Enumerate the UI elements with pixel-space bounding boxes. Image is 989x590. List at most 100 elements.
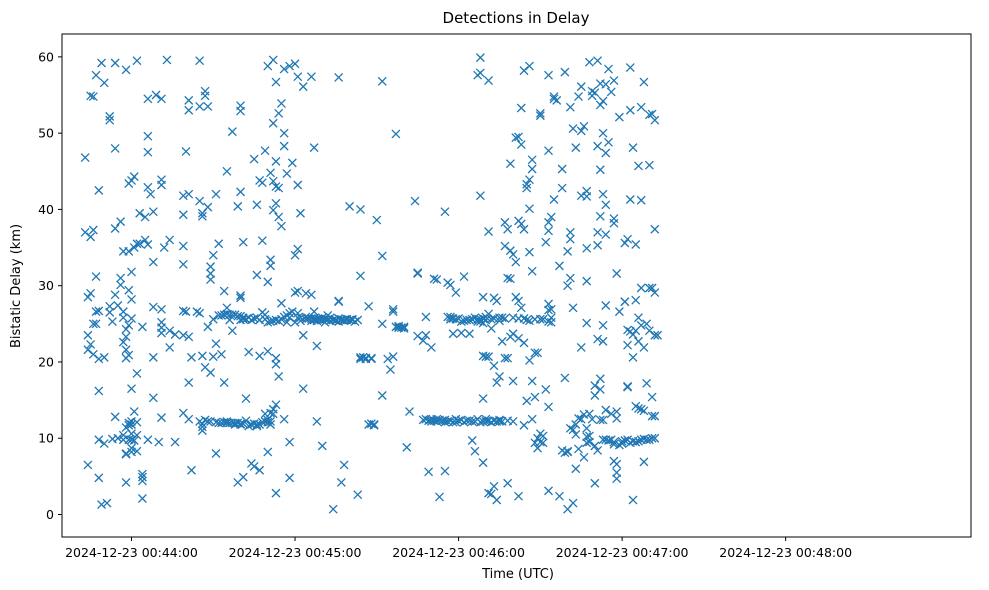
data-point — [298, 82, 308, 92]
data-point — [127, 314, 136, 323]
data-point — [178, 191, 188, 201]
x-axis-label: Time (UTC) — [481, 567, 554, 582]
data-point — [227, 127, 237, 137]
data-point — [372, 215, 382, 225]
data-point — [252, 421, 262, 431]
data-point — [116, 273, 126, 283]
data-point — [263, 447, 273, 457]
data-point — [214, 239, 224, 249]
data-point — [568, 124, 578, 134]
data-point — [317, 441, 327, 451]
data-point — [557, 183, 567, 193]
data-points — [80, 53, 663, 514]
data-point — [396, 323, 406, 333]
data-point — [184, 332, 194, 342]
data-point — [137, 494, 147, 503]
data-point — [459, 272, 469, 281]
data-point — [366, 353, 376, 363]
data-point — [598, 320, 608, 330]
data-point — [271, 77, 281, 87]
data-point — [451, 288, 461, 298]
data-point — [377, 76, 387, 86]
data-point — [197, 211, 207, 221]
data-point — [249, 154, 259, 164]
data-point — [268, 118, 278, 128]
data-point — [549, 92, 559, 102]
y-axis-ticks: 0 10 20 30 40 50 60 — [38, 49, 62, 522]
data-point — [200, 91, 210, 101]
data-point — [132, 430, 142, 440]
data-point — [86, 232, 96, 242]
data-point — [94, 386, 104, 396]
data-point — [249, 314, 259, 323]
data-point — [625, 63, 635, 73]
data-point — [527, 414, 537, 424]
data-point — [91, 319, 101, 329]
data-point — [568, 498, 578, 508]
data-point — [252, 270, 262, 280]
data-point — [99, 439, 109, 449]
data-point — [503, 353, 513, 363]
data-point — [650, 224, 660, 234]
data-point — [524, 355, 534, 365]
data-point — [274, 212, 284, 222]
data-point — [604, 137, 613, 147]
data-point — [574, 444, 583, 454]
data-point — [628, 495, 638, 505]
data-point — [129, 436, 139, 445]
data-point — [544, 217, 553, 227]
data-point — [470, 313, 480, 323]
data-point — [636, 102, 646, 112]
data-point — [549, 94, 559, 104]
data-point — [355, 204, 365, 214]
data-point — [565, 234, 575, 244]
data-point — [118, 313, 128, 323]
data-point — [500, 314, 510, 323]
data-point — [339, 460, 349, 470]
y-tick-label: 50 — [38, 126, 54, 141]
data-point — [647, 283, 657, 293]
data-point — [143, 131, 153, 141]
data-point — [590, 88, 600, 98]
data-point — [489, 361, 499, 371]
data-point — [440, 466, 450, 476]
data-point — [80, 153, 90, 163]
data-point — [538, 431, 548, 441]
axes-frame — [61, 33, 972, 538]
data-point — [203, 101, 213, 111]
data-point — [195, 101, 205, 111]
data-point — [137, 469, 147, 479]
data-point — [505, 246, 515, 256]
data-point — [94, 185, 104, 195]
data-point — [454, 416, 464, 426]
data-point — [271, 359, 281, 369]
data-point — [647, 109, 657, 119]
data-point — [124, 320, 134, 330]
data-point — [435, 492, 444, 502]
data-point — [244, 421, 254, 431]
data-point — [369, 420, 379, 429]
data-point — [650, 288, 660, 298]
data-point — [105, 111, 115, 121]
data-point — [519, 224, 529, 234]
data-point — [107, 317, 117, 326]
data-point — [495, 416, 504, 426]
data-point — [503, 273, 513, 283]
data-point — [350, 317, 360, 326]
data-point — [484, 227, 494, 236]
data-point — [222, 416, 232, 426]
data-point — [631, 437, 641, 447]
data-point — [516, 303, 526, 313]
x-tick-label: 2024-12-23 00:45:00 — [229, 545, 362, 560]
data-point — [634, 436, 643, 446]
data-point — [110, 412, 120, 422]
data-point — [601, 200, 611, 210]
data-point — [653, 330, 663, 340]
data-point — [385, 365, 395, 375]
data-point — [102, 498, 112, 508]
data-point — [137, 472, 147, 482]
data-point — [127, 294, 136, 304]
data-point — [157, 304, 166, 314]
data-point — [244, 347, 254, 357]
data-point — [612, 413, 622, 423]
